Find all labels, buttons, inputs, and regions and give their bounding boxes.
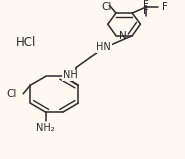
Text: F: F (143, 0, 149, 10)
Text: N: N (119, 31, 127, 41)
Text: NH₂: NH₂ (36, 123, 55, 133)
Text: F: F (143, 6, 149, 16)
Text: Cl: Cl (7, 89, 17, 99)
Text: NH: NH (63, 70, 78, 80)
Text: HN: HN (96, 42, 111, 52)
Text: F: F (162, 2, 168, 12)
Text: HCl: HCl (16, 36, 36, 49)
Text: Cl: Cl (102, 2, 112, 12)
